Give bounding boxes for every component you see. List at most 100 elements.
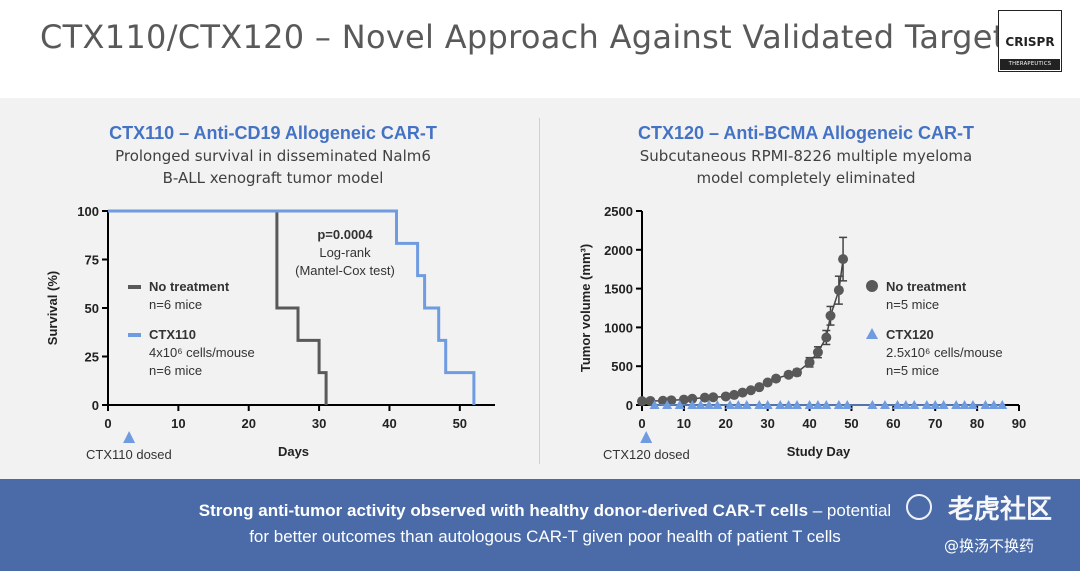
km-legend-name: No treatment: [149, 279, 230, 294]
tv-legend-detail: 2.5x10⁶ cells/mouse: [886, 345, 1003, 360]
tv-data-point: [724, 400, 735, 409]
km-y-axis-label: Survival (%): [45, 271, 60, 345]
tv-legend-swatch: [866, 280, 878, 292]
km-x-tick-label: 20: [241, 416, 255, 431]
tv-y-tick-label: 1000: [604, 320, 633, 335]
tv-data-point: [708, 392, 719, 403]
slide-title: CTX110/CTX120 – Novel Approach Against V…: [40, 18, 1023, 56]
tv-data-point: [997, 400, 1008, 409]
tv-data-point: [959, 400, 970, 409]
tv-data-point: [678, 394, 689, 405]
tv-x-tick-label: 0: [638, 416, 645, 431]
tv-data-point: [783, 369, 794, 380]
km-x-tick-label: 10: [171, 416, 185, 431]
tv-data-point: [791, 367, 802, 378]
km-series-0-line: [108, 209, 328, 405]
right-panel-title: CTX120 – Anti-BCMA Allogeneic CAR-T: [637, 123, 975, 143]
tv-x-tick-label: 80: [970, 416, 984, 431]
tv-data-point: [762, 377, 773, 388]
logo-subtitle: THERAPEUTICS: [1000, 59, 1060, 70]
watermark-text: 老虎社区: [948, 495, 1053, 525]
km-y-tick-label: 50: [85, 301, 99, 316]
tv-series-0-line: [641, 258, 844, 402]
tv-data-point: [833, 400, 844, 409]
tv-y-tick-label: 2000: [604, 243, 633, 258]
tv-data-point: [804, 357, 815, 368]
tv-data-point: [938, 400, 949, 409]
tv-data-point: [804, 400, 815, 409]
tv-y-tick-label: 2500: [604, 204, 633, 219]
tv-data-point: [674, 400, 685, 409]
tv-data-point: [733, 400, 744, 409]
tv-data-point: [783, 400, 794, 409]
km-series-1-line: [108, 209, 476, 405]
bottom-banner: [0, 479, 1080, 571]
tv-data-point: [842, 400, 853, 409]
tv-legend-name: No treatment: [886, 279, 967, 294]
tv-data-point: [737, 387, 748, 398]
tv-legend-detail: n=5 mice: [886, 297, 939, 312]
km-annotation-line: p=0.0004: [317, 227, 373, 242]
tv-data-point: [988, 400, 999, 409]
content-area: [0, 98, 1080, 479]
km-x-tick-label: 40: [382, 416, 396, 431]
tv-x-tick-label: 90: [1012, 416, 1026, 431]
left-subtitle-line2: B-ALL xenograft tumor model: [162, 169, 384, 187]
banner-bold-text: Strong anti-tumor activity observed with…: [198, 501, 809, 520]
tv-x-axis-label: Study Day: [787, 444, 851, 459]
tv-data-point: [825, 310, 836, 321]
km-annotation-line: (Mantel-Cox test): [295, 263, 395, 278]
tv-x-tick-label: 40: [802, 416, 816, 431]
tv-data-point: [754, 382, 765, 393]
km-x-axis-label: Days: [278, 444, 309, 459]
tv-data-point: [967, 400, 978, 409]
tv-data-point: [900, 400, 911, 409]
panel-divider: [539, 118, 540, 464]
title-bar: [0, 0, 1080, 98]
banner-line2: for better outcomes than autologous CAR-…: [249, 527, 841, 546]
tv-data-point: [712, 400, 723, 409]
tv-data-point: [867, 400, 878, 409]
tv-data-point: [879, 400, 890, 409]
tv-data-point: [699, 392, 710, 403]
tv-data-point: [762, 400, 773, 409]
km-y-tick-label: 25: [85, 350, 99, 365]
tv-data-point: [662, 400, 673, 409]
km-y-tick-label: 75: [85, 253, 99, 268]
tv-data-point: [754, 400, 765, 409]
tv-data-point: [833, 285, 844, 296]
crispr-logo: CRISPR THERAPEUTICS: [998, 10, 1062, 72]
banner-rest-text: – potential: [808, 501, 892, 520]
tv-data-point: [921, 400, 932, 409]
tv-data-point: [666, 395, 677, 406]
left-subtitle-line1: Prolonged survival in disseminated Nalm6: [115, 147, 431, 165]
logo-wordmark: CRISPR: [1005, 35, 1055, 49]
tv-legend-swatch: [866, 328, 878, 339]
tv-data-point: [930, 400, 941, 409]
tv-data-point: [791, 400, 802, 409]
km-legend-detail: n=6 mice: [149, 363, 202, 378]
tv-dosing-label: CTX120 dosed: [603, 447, 690, 462]
tv-data-point: [637, 396, 647, 407]
tv-y-tick-label: 0: [626, 398, 633, 413]
tv-y-tick-label: 1500: [604, 282, 633, 297]
tv-data-point: [909, 400, 920, 409]
km-dosing-marker: [123, 431, 136, 443]
tv-data-point: [812, 347, 823, 358]
km-x-tick-label: 50: [453, 416, 467, 431]
tv-data-point: [695, 400, 706, 409]
tv-data-point: [775, 400, 786, 409]
watermark-handle: @换汤不换药: [944, 537, 1035, 555]
tv-data-point: [745, 385, 756, 396]
left-panel-title: CTX110 – Anti-CD19 Allogeneic CAR-T: [109, 123, 437, 143]
km-y-tick-label: 100: [77, 204, 99, 219]
tv-x-tick-label: 60: [886, 416, 900, 431]
tv-data-point: [771, 373, 782, 384]
right-subtitle-line1: Subcutaneous RPMI-8226 multiple myeloma: [639, 147, 973, 165]
km-x-tick-label: 30: [312, 416, 326, 431]
watermark-icon: [906, 494, 932, 520]
tv-x-tick-label: 20: [719, 416, 733, 431]
right-subtitle-line2: model completely eliminated: [696, 169, 916, 187]
tv-x-tick-label: 70: [928, 416, 942, 431]
tv-dosing-marker: [640, 431, 653, 443]
